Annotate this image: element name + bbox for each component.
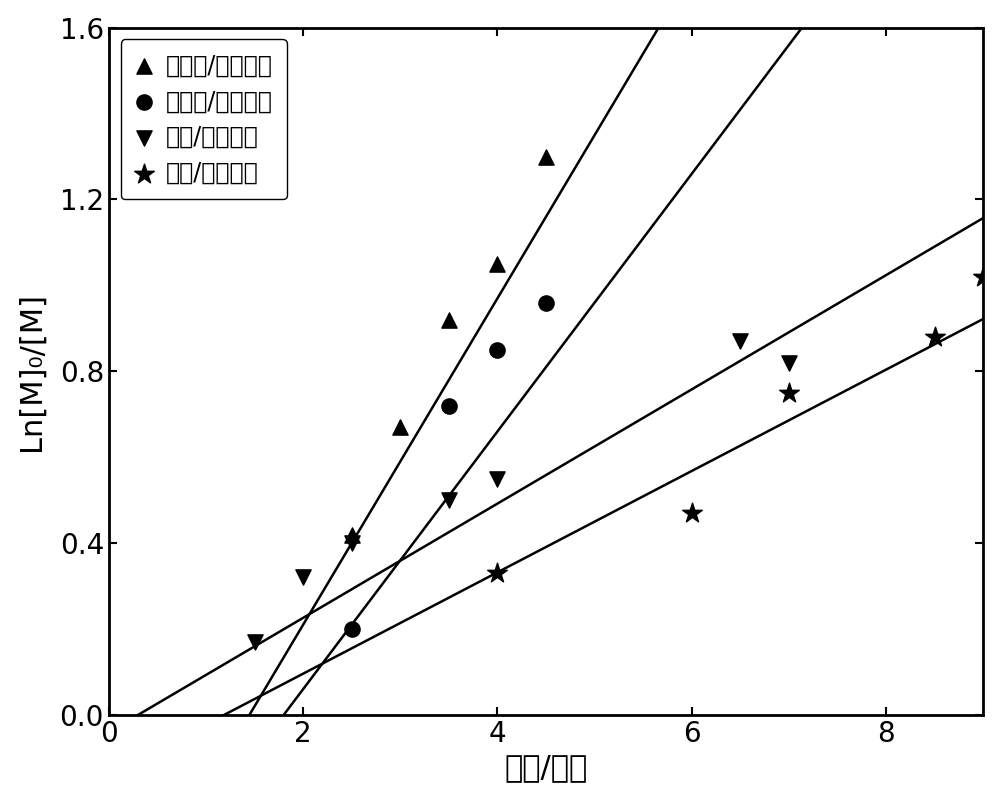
Y-axis label: Ln[M]₀/[M]: Ln[M]₀/[M] bbox=[17, 292, 46, 451]
尿素/硫氰酸钒 bbox=[489, 566, 505, 579]
尿素/硫氰酸钒 bbox=[684, 507, 700, 519]
尿素/硫氰酸铵 bbox=[344, 537, 360, 550]
Legend: 乙酰胺/硫氰酸铵, 乙酰胺/硫氰酸钒, 尿素/硫氰酸铵, 尿素/硫氰酸钒: 乙酰胺/硫氰酸铵, 乙酰胺/硫氰酸钒, 尿素/硫氰酸铵, 尿素/硫氰酸钒 bbox=[121, 39, 287, 199]
尿素/硫氰酸钒 bbox=[975, 270, 991, 283]
X-axis label: 时间/小时: 时间/小时 bbox=[504, 753, 588, 782]
尿素/硫氰酸钒 bbox=[781, 387, 797, 400]
尿素/硫氰酸铵 bbox=[295, 571, 311, 584]
尿素/硫氰酸铵 bbox=[489, 472, 505, 485]
乙酰胺/硫氰酸铵 bbox=[392, 421, 408, 434]
尿素/硫氰酸钒 bbox=[927, 331, 943, 344]
尿素/硫氰酸铵 bbox=[732, 335, 748, 348]
乙酰胺/硫氰酸钒 bbox=[441, 400, 457, 412]
尿素/硫氰酸铵 bbox=[781, 356, 797, 369]
乙酰胺/硫氰酸钒 bbox=[489, 344, 505, 356]
乙酰胺/硫氰酸铵 bbox=[489, 257, 505, 270]
乙酰胺/硫氰酸铵 bbox=[441, 313, 457, 326]
乙酰胺/硫氰酸钒 bbox=[538, 296, 554, 309]
尿素/硫氰酸铵 bbox=[441, 494, 457, 507]
尿素/硫氰酸铵 bbox=[247, 635, 263, 648]
乙酰胺/硫氰酸铵 bbox=[538, 150, 554, 163]
乙酰胺/硫氰酸铵 bbox=[344, 528, 360, 541]
乙酰胺/硫氰酸钒 bbox=[344, 622, 360, 635]
